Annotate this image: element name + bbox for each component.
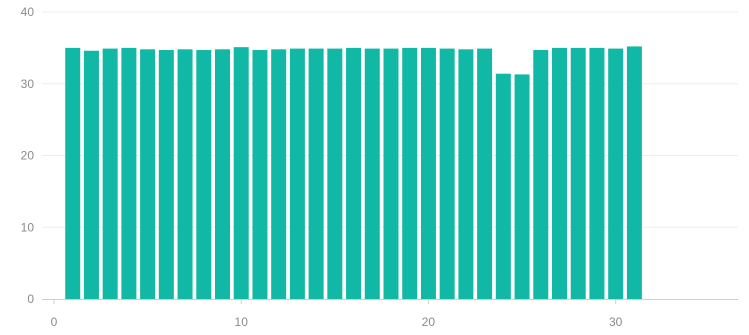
y-tick-label: 10 [21,220,35,234]
bar [477,48,493,300]
x-tick-label: 0 [51,315,58,329]
bar [495,73,511,300]
bar [233,47,249,299]
bar [271,49,287,300]
bar [570,47,586,300]
bar [196,50,212,299]
bar [420,47,436,300]
bar [177,49,193,300]
bar [158,50,174,299]
bar [289,48,305,300]
bar [308,48,324,300]
bar [140,49,156,300]
bar [346,47,362,300]
bar [514,74,530,299]
y-tick-label: 30 [21,77,35,91]
y-tick-label: 40 [21,5,35,19]
x-tick-label: 10 [235,315,249,329]
bar [383,48,399,300]
bar [402,47,418,300]
x-tick-label: 20 [422,315,436,329]
bar [552,47,567,300]
bar [102,48,118,300]
bar [65,47,81,300]
bar [252,50,268,299]
bar [458,49,474,300]
bar [327,48,343,300]
y-tick-label: 20 [21,149,35,163]
bar [439,48,455,300]
bar [121,47,137,300]
bar [608,48,624,300]
bar [364,48,380,300]
x-tick-label: 30 [609,315,623,329]
y-tick-label: 0 [27,292,34,306]
bar [626,46,642,299]
bar [83,50,99,299]
bar [533,50,549,299]
bar [215,49,230,300]
bar [589,47,605,300]
